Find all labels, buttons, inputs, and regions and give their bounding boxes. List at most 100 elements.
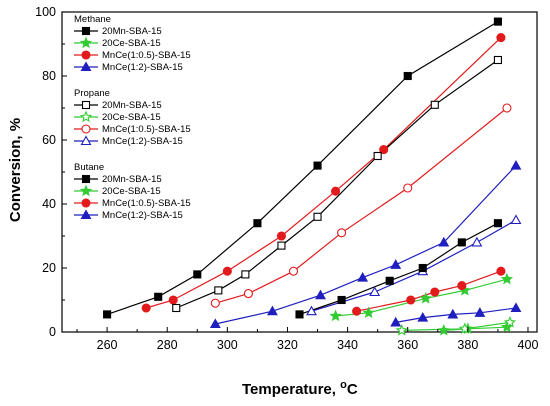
data-point-propane-20mn-sba-15 [277,241,286,250]
data-point-propane-mnce-1-0-5-sba-15 [243,289,253,299]
data-point-propane-20mn-sba-15 [373,151,382,161]
x-tick-label: 260 [97,338,118,352]
data-point-propane-20mn-sba-15 [430,100,439,109]
data-point-propane-20mn-sba-15 [214,286,223,295]
x-axis-title-text: Temperature, [242,381,340,398]
data-point-propane-20ce-sba-15 [458,322,471,334]
x-tick-label: 360 [397,338,418,352]
x-tick-label: 320 [277,338,298,352]
legend-marker-20mn-sba-15 [81,26,91,36]
x-tick-label: 400 [518,338,539,352]
y-tick-label: 100 [35,5,56,19]
data-point-butane-mnce-1-2-sba-15 [315,289,326,300]
data-point-methane-mnce-1-0-5-sba-15 [276,231,287,241]
series-line-propane-20mn-sba-15 [175,59,499,309]
x-tick-label: 340 [337,338,358,352]
data-point-butane-20mn-sba-15 [457,238,466,247]
y-tick-label: 0 [49,325,56,339]
series-line-butane-mnce-1-2-sba-15 [215,165,517,325]
legend-label-20mn-sba-15: 20Mn-SBA-15 [102,26,162,37]
legend-marker-20ce-sba-15 [79,184,93,197]
data-point-propane-20mn-sba-15 [313,212,322,221]
legend-marker-mnce-1-0-5-sba-15 [81,124,91,134]
legend-marker-mnce-1-2-sba-15 [80,209,92,220]
data-point-methane-20ce-sba-15 [437,323,451,336]
data-point-propane-mnce-1-0-5-sba-15 [502,103,512,113]
series-line-methane-mnce-1-0-5-sba-15 [146,37,502,309]
legend-label-20ce-sba-15: 20Ce-SBA-15 [102,112,161,123]
data-point-methane-20mn-sba-15 [154,292,163,301]
data-point-methane-mnce-1-0-5-sba-15 [331,186,341,196]
series-line-butane-20mn-sba-15 [299,222,499,315]
legend-group-propane: Propane [74,88,110,99]
data-point-methane-mnce-1-0-5-sba-15 [141,303,151,313]
data-point-propane-mnce-1-2-sba-15 [510,214,522,225]
y-axis-title: Conversion, % [7,118,24,222]
y-tick-label: 80 [42,69,56,83]
legend-label-20ce-sba-15: 20Ce-SBA-15 [102,186,161,197]
data-point-butane-20ce-sba-15 [419,291,432,304]
data-point-methane-mnce-1-0-5-sba-15 [496,33,506,43]
legend-label-mnce-1-2-sba-15: MnCe(1:2)-SBA-15 [102,62,183,73]
legend-label-mnce-1-0-5-sba-15: MnCe(1:0.5)-SBA-15 [102,124,191,135]
data-point-butane-mnce-1-0-5-sba-15 [496,266,506,276]
data-point-methane-20mn-sba-15 [193,270,202,279]
data-point-propane-mnce-1-0-5-sba-15 [337,228,347,238]
data-point-butane-mnce-1-2-sba-15 [510,159,522,170]
data-point-propane-mnce-1-2-sba-15 [306,305,317,316]
data-point-butane-mnce-1-0-5-sba-15 [430,287,440,297]
data-point-methane-mnce-1-0-5-sba-15 [168,295,178,305]
x-axis-unit-c: C [347,381,358,398]
series-markers [103,17,522,336]
legend-group-butane: Butane [74,162,104,173]
data-point-butane-mnce-1-2-sba-15 [390,259,402,269]
data-point-butane-mnce-1-2-sba-15 [438,236,450,247]
legend-label-20mn-sba-15: 20Mn-SBA-15 [102,174,162,185]
legend-marker-20ce-sba-15 [79,36,93,49]
data-point-butane-20mn-sba-15 [418,263,427,273]
data-point-methane-mnce-1-0-5-sba-15 [222,266,232,276]
legend-marker-mnce-1-0-5-sba-15 [81,198,91,208]
data-point-propane-20ce-sba-15 [503,315,517,328]
legend: Methane20Mn-SBA-1520Ce-SBA-15MnCe(1:0.5)… [74,14,191,221]
y-tick-label: 60 [42,133,56,147]
legend-label-20ce-sba-15: 20Ce-SBA-15 [102,38,161,49]
x-axis-title: Temperature, oC [242,379,358,398]
data-point-propane-mnce-1-2-sba-15 [471,236,483,247]
data-point-butane-20ce-sba-15 [329,309,342,322]
data-point-propane-20mn-sba-15 [493,55,502,65]
data-point-butane-mnce-1-0-5-sba-15 [457,281,467,291]
x-tick-label: 380 [457,338,478,352]
data-point-butane-20mn-sba-15 [337,295,346,305]
data-point-propane-mnce-1-0-5-sba-15 [210,298,220,308]
series-line-propane-20ce-sba-15 [401,321,510,331]
legend-label-20mn-sba-15: 20Mn-SBA-15 [102,100,162,111]
data-point-methane-20mn-sba-15 [313,161,322,170]
data-point-butane-mnce-1-2-sba-15 [267,305,278,316]
data-point-methane-mnce-1-0-5-sba-15 [379,145,389,155]
y-tick-label: 20 [42,261,56,275]
data-point-methane-20mn-sba-15 [403,71,412,81]
legend-label-mnce-1-0-5-sba-15: MnCe(1:0.5)-SBA-15 [102,50,191,61]
data-point-butane-mnce-1-0-5-sba-15 [406,295,416,305]
data-point-butane-mnce-1-0-5-sba-15 [352,306,362,316]
data-point-butane-mnce-1-2-sba-15 [209,318,221,329]
x-tick-label: 300 [217,338,238,352]
legend-marker-20mn-sba-15 [81,174,91,184]
data-point-butane-20mn-sba-15 [385,276,394,285]
legend-marker-mnce-1-2-sba-15 [80,61,92,72]
x-tick-label: 280 [157,338,178,352]
data-point-methane-mnce-1-2-sba-15 [417,311,429,322]
data-point-methane-20mn-sba-15 [103,310,112,319]
legend-marker-mnce-1-2-sba-15 [80,135,92,146]
legend-group-methane: Methane [74,14,111,25]
data-point-propane-mnce-1-0-5-sba-15 [288,266,299,276]
data-point-propane-mnce-1-2-sba-15 [369,286,381,297]
data-point-propane-20mn-sba-15 [241,270,250,279]
data-point-butane-mnce-1-2-sba-15 [357,271,369,282]
data-point-butane-20ce-sba-15 [362,306,375,318]
data-point-methane-20mn-sba-15 [253,219,262,228]
series-line-propane-mnce-1-0-5-sba-15 [215,107,508,304]
data-point-butane-20mn-sba-15 [295,310,304,319]
